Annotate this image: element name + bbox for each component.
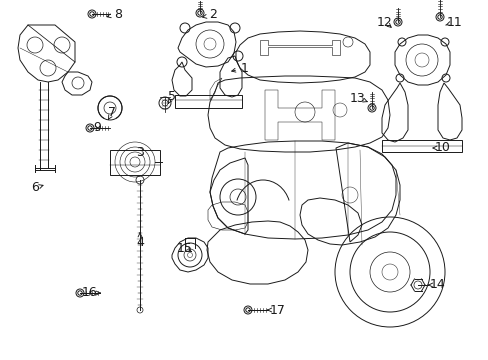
Text: 10: 10 bbox=[434, 141, 450, 154]
Text: 8: 8 bbox=[114, 8, 122, 21]
Text: 7: 7 bbox=[108, 107, 116, 120]
Text: 13: 13 bbox=[349, 91, 365, 104]
Text: 4: 4 bbox=[136, 237, 143, 249]
Text: 12: 12 bbox=[376, 15, 392, 28]
Text: 2: 2 bbox=[209, 9, 217, 22]
Text: 11: 11 bbox=[446, 15, 462, 28]
Text: 15: 15 bbox=[177, 242, 193, 255]
Text: 17: 17 bbox=[269, 303, 285, 316]
Text: 14: 14 bbox=[429, 279, 445, 292]
Text: 9: 9 bbox=[93, 121, 101, 135]
Text: 5: 5 bbox=[168, 90, 176, 104]
Text: 3: 3 bbox=[136, 147, 143, 159]
Text: 6: 6 bbox=[31, 181, 39, 194]
Text: 1: 1 bbox=[241, 62, 248, 75]
Text: 16: 16 bbox=[82, 287, 98, 300]
